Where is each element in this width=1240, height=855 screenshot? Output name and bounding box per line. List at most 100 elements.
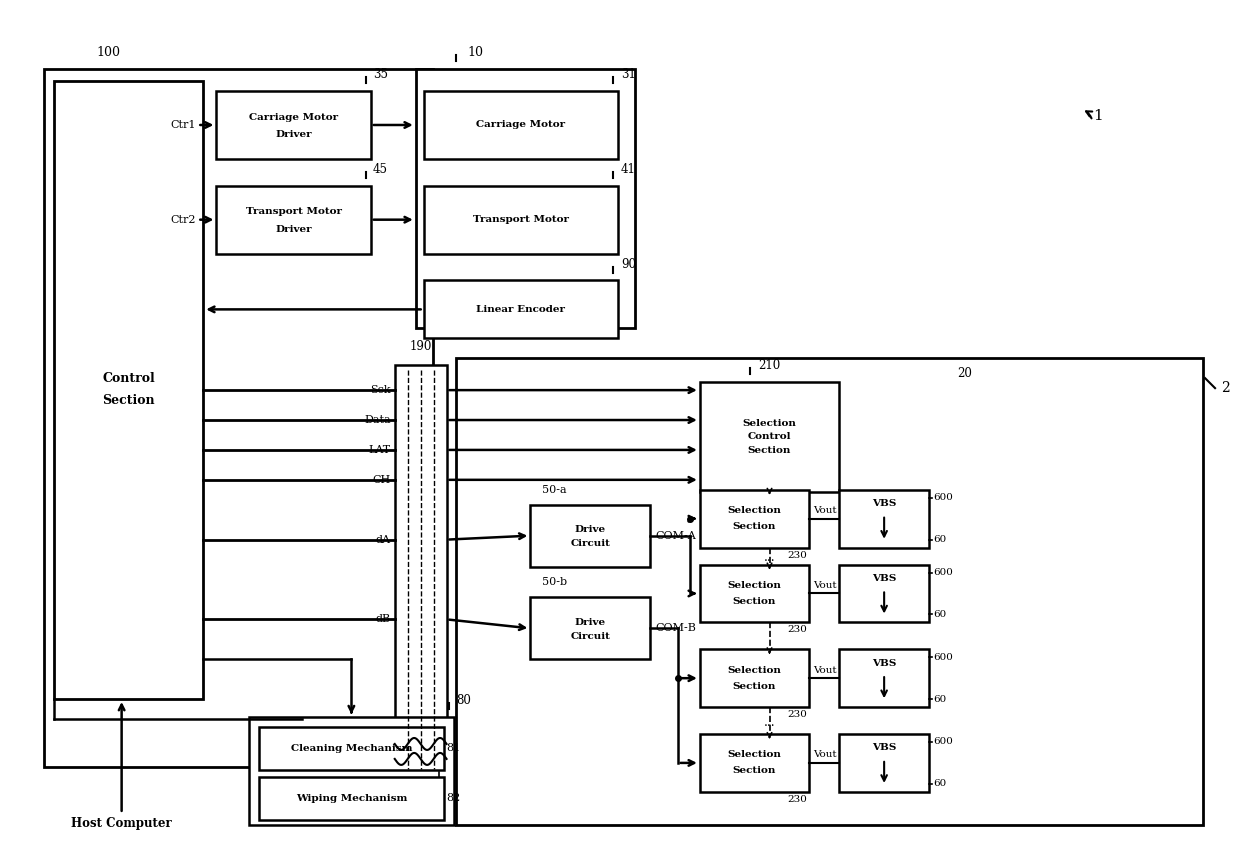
Text: Ctr2: Ctr2 [170, 215, 196, 225]
Text: Wiping Mechanism: Wiping Mechanism [295, 793, 407, 803]
Text: Vout: Vout [813, 581, 837, 590]
Text: Linear Encoder: Linear Encoder [476, 305, 565, 314]
Bar [839, 734, 929, 792]
Text: ...: ... [764, 716, 775, 728]
Text: 190: 190 [409, 340, 432, 353]
Text: dA: dA [376, 534, 391, 545]
Bar [699, 734, 810, 792]
Bar [424, 280, 618, 339]
Text: Section: Section [102, 393, 155, 407]
Text: Ctr1: Ctr1 [170, 120, 196, 130]
Text: Drive: Drive [574, 525, 605, 534]
Text: Transport Motor: Transport Motor [472, 215, 569, 224]
Bar [394, 365, 446, 774]
Bar [699, 649, 810, 707]
Text: 60: 60 [932, 535, 946, 544]
Text: VBS: VBS [872, 499, 897, 508]
Text: 600: 600 [932, 568, 952, 577]
Text: 600: 600 [932, 493, 952, 502]
Text: Selection: Selection [728, 581, 781, 590]
Text: 230: 230 [787, 795, 807, 804]
Text: 10: 10 [467, 46, 484, 59]
Text: VBS: VBS [872, 744, 897, 752]
Text: Selection: Selection [743, 418, 796, 428]
Bar [53, 81, 203, 699]
Text: CH: CH [372, 475, 391, 485]
Text: Carriage Motor: Carriage Motor [249, 113, 339, 121]
Text: 20: 20 [957, 367, 972, 380]
Bar [839, 564, 929, 622]
Text: 600: 600 [932, 738, 952, 746]
Text: 45: 45 [373, 162, 388, 176]
Text: Selection: Selection [728, 751, 781, 759]
Text: Sck: Sck [370, 385, 391, 395]
Text: 60: 60 [932, 694, 946, 704]
Text: Host Computer: Host Computer [71, 817, 172, 830]
Text: Circuit: Circuit [570, 632, 610, 640]
Text: 50-b: 50-b [542, 577, 568, 587]
Text: VBS: VBS [872, 658, 897, 668]
Text: Section: Section [748, 446, 791, 456]
Text: COM-B: COM-B [655, 623, 696, 634]
Text: Drive: Drive [574, 618, 605, 627]
Text: 80: 80 [456, 694, 471, 707]
Bar [259, 777, 444, 820]
Bar [259, 727, 444, 770]
Bar [249, 717, 454, 825]
Text: Section: Section [733, 766, 776, 775]
Text: 600: 600 [932, 652, 952, 662]
Text: Vout: Vout [813, 666, 837, 675]
Text: Cleaning Mechanism: Cleaning Mechanism [290, 744, 412, 753]
Bar [424, 186, 618, 254]
Text: ...: ... [764, 551, 775, 564]
Text: 81: 81 [446, 744, 461, 753]
Text: 2: 2 [1221, 381, 1230, 395]
Text: Driver: Driver [275, 225, 312, 234]
Bar [415, 69, 635, 328]
Text: 35: 35 [373, 68, 388, 81]
Text: 1: 1 [1094, 109, 1104, 123]
Bar [43, 69, 433, 767]
Text: Carriage Motor: Carriage Motor [476, 121, 565, 129]
Text: dB: dB [376, 615, 391, 624]
Bar [839, 649, 929, 707]
Text: Transport Motor: Transport Motor [246, 207, 341, 216]
Text: COM-A: COM-A [655, 531, 696, 540]
Text: 50-a: 50-a [542, 485, 567, 495]
Bar [216, 186, 371, 254]
Text: Vout: Vout [813, 751, 837, 759]
Text: Vout: Vout [813, 506, 837, 516]
Text: LAT: LAT [368, 445, 391, 455]
Text: Selection: Selection [728, 666, 781, 675]
Text: 60: 60 [932, 610, 946, 619]
Text: 60: 60 [932, 780, 946, 788]
Text: 230: 230 [787, 551, 807, 560]
Text: 100: 100 [97, 46, 120, 59]
Bar [699, 564, 810, 622]
Bar [839, 490, 929, 547]
Text: 31: 31 [621, 68, 636, 81]
Text: Circuit: Circuit [570, 540, 610, 548]
Text: 82: 82 [446, 793, 461, 804]
Text: Control: Control [102, 372, 155, 385]
Bar [699, 490, 810, 547]
Bar [699, 382, 839, 492]
Bar [216, 91, 371, 159]
Text: 210: 210 [759, 359, 781, 372]
Text: Section: Section [733, 522, 776, 531]
Text: Driver: Driver [275, 131, 312, 139]
Bar [531, 504, 650, 567]
Text: Section: Section [733, 681, 776, 691]
Text: Data: Data [365, 415, 391, 425]
Text: Selection: Selection [728, 506, 781, 516]
Bar [455, 358, 1203, 825]
Text: 90: 90 [621, 257, 636, 270]
Text: Section: Section [733, 597, 776, 606]
Text: 230: 230 [787, 625, 807, 634]
Text: 41: 41 [621, 162, 636, 176]
Bar [424, 91, 618, 159]
Text: VBS: VBS [872, 574, 897, 583]
Text: 230: 230 [787, 711, 807, 719]
Bar [531, 598, 650, 659]
Text: Control: Control [748, 433, 791, 441]
